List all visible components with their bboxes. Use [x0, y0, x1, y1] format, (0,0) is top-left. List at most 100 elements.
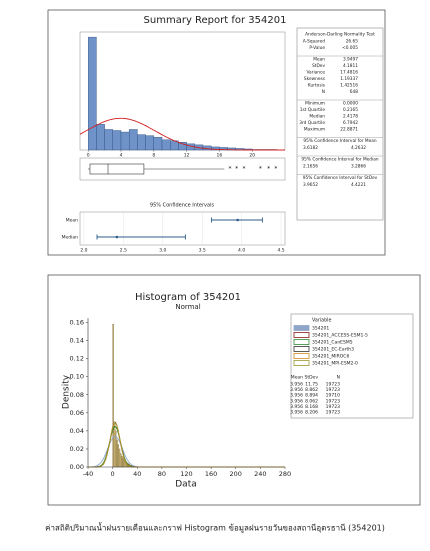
y-tick-label: 0.00 — [70, 463, 84, 471]
stat-value: 17.4816 — [340, 70, 358, 76]
y-tick-label: 0.08 — [70, 391, 84, 399]
x-tick-label: 120 — [180, 470, 192, 478]
stat-label: Minimum — [305, 101, 325, 107]
section-title: 95% Confidence Interval for Median — [301, 157, 378, 163]
ci-area — [79, 211, 286, 246]
outlier: * — [274, 166, 277, 173]
stat-label: 3.6182 — [303, 145, 318, 151]
table-cell: 8.862 — [305, 387, 318, 393]
stat-label: Kurtosis — [308, 83, 326, 89]
bar — [113, 421, 116, 468]
stat-label: 3.9652 — [303, 182, 318, 188]
x-tick-label: 2.0 — [80, 248, 87, 254]
stat-value: 1.42516 — [340, 83, 358, 89]
bar — [128, 129, 138, 151]
stat-value: <0.005 — [342, 45, 358, 51]
x-tick-label: 4 — [120, 153, 123, 159]
y-tick-label: 0.14 — [70, 337, 84, 345]
bar — [87, 36, 97, 151]
outlier: * — [267, 166, 270, 173]
y-tick-label: 0.16 — [70, 319, 84, 327]
x-tick-label: 20 — [249, 153, 255, 159]
histogram-title: Histogram of 354201 — [135, 292, 241, 303]
legend-title: Variable — [312, 318, 331, 324]
caption: ค่าสถิติปริมาณน้ำฝนรายเดือนและกราฟ Histo… — [45, 522, 385, 534]
table-cell: 3.956 — [290, 398, 303, 404]
bar — [116, 439, 118, 468]
stat-value: 26.65 — [346, 39, 359, 45]
ci-title: 95% Confidence Intervals — [150, 203, 215, 209]
y-axis-label: Density — [62, 374, 72, 409]
outlier: * — [243, 166, 246, 173]
bar — [119, 453, 122, 468]
x-tick-label: 240 — [254, 470, 266, 478]
stat-label: 1st Quartile — [300, 107, 326, 113]
stat-label: StDev — [312, 63, 325, 69]
histogram-subtitle: Normal — [175, 303, 200, 311]
stat-value: 4.2632 — [351, 145, 366, 151]
stat-label: Variance — [306, 70, 325, 76]
stat-value: 6.7942 — [343, 120, 358, 126]
legend-swatch — [293, 339, 310, 345]
stat-value: 648 — [350, 89, 358, 95]
y-tick-label: 0.10 — [70, 373, 84, 381]
stat-value: 22.8871 — [340, 127, 358, 133]
x-tick-label: 0 — [111, 470, 115, 478]
table-cell: 19723 — [326, 404, 340, 410]
table-cell: 3.956 — [290, 382, 303, 388]
y-tick-label: 0.02 — [70, 445, 84, 453]
legend-swatch — [293, 346, 310, 352]
ci-estimate — [236, 218, 239, 222]
section-title: Anderson-Darling Normality Test — [305, 32, 375, 38]
normal-curve — [79, 117, 285, 151]
ci-estimate — [115, 235, 119, 239]
table-cell: 8.206 — [305, 410, 318, 416]
bar — [122, 457, 124, 468]
bar — [120, 131, 130, 151]
legend-swatch — [293, 353, 310, 359]
table-cell: 3.956 — [290, 404, 303, 410]
x-tick-label: 200 — [230, 470, 242, 478]
stat-value: 4.1811 — [343, 63, 358, 69]
stat-label: Median — [309, 114, 325, 120]
ci-label: Mean — [66, 218, 78, 224]
x-tick-label: 8 — [152, 153, 155, 159]
x-tick-label: 12 — [184, 153, 190, 159]
table-header: StDev — [304, 375, 318, 381]
stat-label: A-Squared — [303, 39, 326, 45]
stat-value: 2.4178 — [343, 114, 358, 120]
x-tick-label: 3.5 — [199, 248, 206, 254]
x-tick-label: 4.0 — [238, 248, 245, 254]
table-cell: 11.75 — [305, 382, 318, 388]
bar — [117, 444, 119, 468]
bar — [112, 324, 115, 468]
stat-value: 0.0000 — [343, 101, 358, 107]
bar — [96, 124, 105, 151]
legend-swatch — [293, 332, 310, 338]
bar — [137, 134, 146, 151]
x-tick-label: -40 — [83, 470, 94, 478]
x-tick-label: 80 — [158, 470, 166, 478]
table-cell: 8.168 — [305, 404, 318, 410]
x-tick-label: 16 — [217, 153, 223, 159]
bar — [153, 136, 163, 151]
bar — [145, 135, 155, 151]
stat-label: P-Value — [309, 45, 325, 51]
stat-value: 1.19337 — [340, 76, 358, 82]
x-tick-label: 4.5 — [277, 248, 284, 254]
bar — [121, 456, 123, 468]
x-tick-label: 0 — [87, 153, 90, 159]
summary-title: Summary Report for 354201 — [144, 15, 287, 26]
stat-label: N — [322, 89, 325, 95]
legend-label: 354201_MIROC6 — [312, 354, 349, 360]
bar — [161, 139, 171, 151]
legend-label: 354201_CanESM5 — [312, 340, 353, 346]
x-tick-label: 3.0 — [159, 248, 166, 254]
legend-swatch — [293, 360, 310, 366]
bar — [112, 130, 122, 151]
stat-label: 3rd Quartile — [299, 120, 325, 126]
stat-value: 3.9497 — [343, 57, 358, 63]
section-title: 95% Confidence Interval for Mean — [303, 138, 377, 144]
box — [89, 163, 145, 175]
